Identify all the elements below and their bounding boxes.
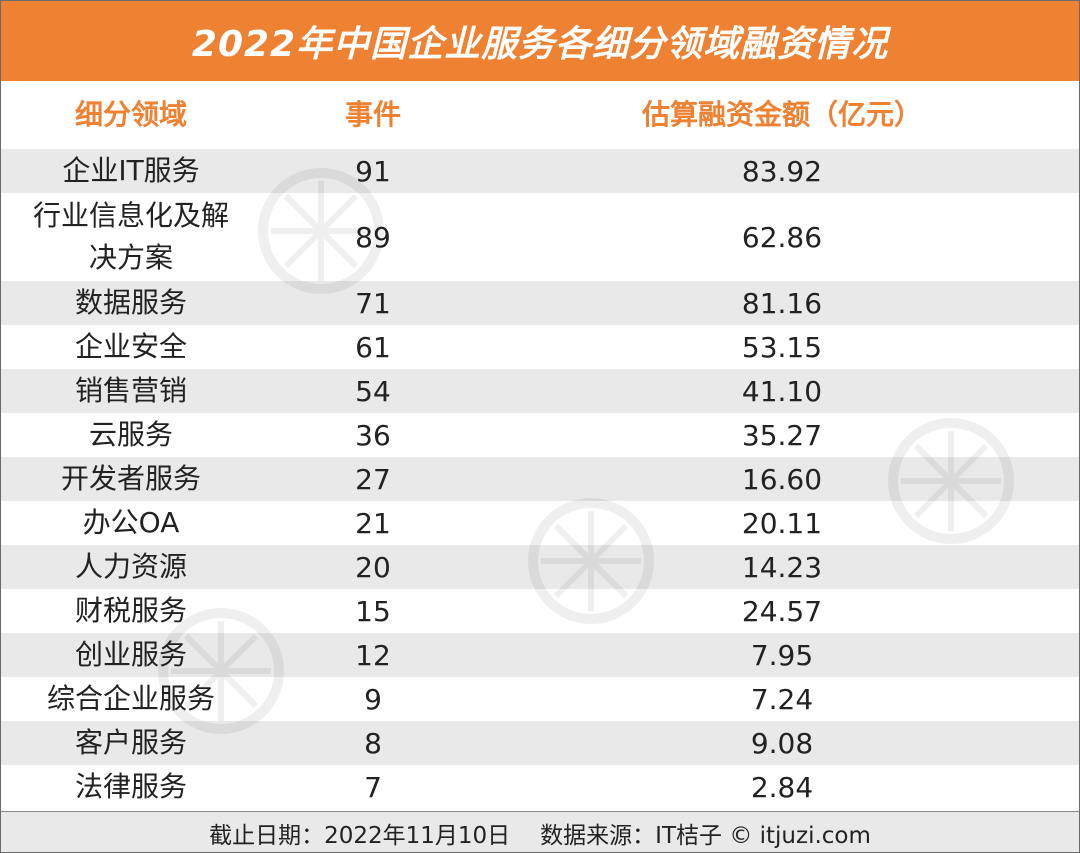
cell-sector: 企业IT服务 (62, 154, 200, 187)
cell-amount: 7.24 (750, 682, 814, 716)
cell-events: 54 (355, 374, 391, 408)
cell-amount: 16.60 (741, 462, 823, 496)
cell-sector: 销售营销 (74, 374, 187, 407)
cell-amount: 7.95 (750, 638, 814, 672)
cell-amount: 14.23 (741, 550, 823, 584)
cell-sector: 创业服务 (74, 638, 187, 671)
table-row: 财税服务 15 24.57 (1, 589, 1079, 633)
footer-source: 数据来源：IT桔子 © itjuzi.com (540, 822, 871, 849)
header-sector: 细分领域 (74, 98, 187, 131)
cell-amount: 9.08 (750, 726, 814, 760)
cell-amount: 41.10 (741, 374, 823, 408)
header-amount: 估算融资金额（亿元） (641, 98, 922, 131)
cell-events: 8 (364, 726, 382, 760)
cell-sector: 办公OA (82, 506, 180, 539)
cell-sector: 企业安全 (74, 330, 187, 363)
cell-events: 91 (355, 154, 391, 188)
cell-events: 15 (355, 594, 391, 628)
table-row: 法律服务 7 2.84 (1, 765, 1079, 809)
footer-date: 截止日期：2022年11月10日 (209, 822, 511, 849)
cell-events: 27 (355, 462, 391, 496)
table-title: 2022年中国企业服务各细分领域融资情况 (1, 1, 1079, 81)
cell-events: 9 (364, 682, 382, 716)
cell-amount: 2.84 (750, 770, 814, 804)
table-row: 数据服务 71 81.16 (1, 281, 1079, 325)
cell-amount: 24.57 (741, 594, 823, 628)
cell-events: 61 (355, 330, 391, 364)
table-row: 销售营销 54 41.10 (1, 369, 1079, 413)
table-row: 办公OA 21 20.11 (1, 501, 1079, 545)
table-footer: 截止日期：2022年11月10日 数据来源：IT桔子 © itjuzi.com (1, 811, 1079, 852)
cell-events: 71 (355, 286, 391, 320)
header-events: 事件 (344, 98, 401, 131)
table-body: 企业IT服务 91 83.92 行业信息化及解 决方案 89 62.86 数据服务 71 81.1… (1, 149, 1079, 809)
cell-sector: 数据服务 (74, 286, 187, 319)
cell-sector: 综合企业服务 (46, 682, 215, 715)
cell-events: 21 (355, 506, 391, 540)
table-row: 企业安全 61 53.15 (1, 325, 1079, 369)
cell-sector: 开发者服务 (60, 462, 201, 495)
cell-sector: 财税服务 (74, 594, 187, 627)
cell-events: 12 (355, 638, 391, 672)
cell-amount: 81.16 (741, 286, 823, 320)
cell-amount: 53.15 (741, 330, 823, 364)
cell-amount: 83.92 (741, 154, 823, 188)
table-row: 人力资源 20 14.23 (1, 545, 1079, 589)
cell-amount: 62.86 (741, 220, 823, 254)
cell-events: 89 (355, 220, 391, 254)
cell-sector: 人力资源 (74, 550, 187, 583)
table-row: 创业服务 12 7.95 (1, 633, 1079, 677)
table-row: 综合企业服务 9 7.24 (1, 677, 1079, 721)
table-row: 云服务 36 35.27 (1, 413, 1079, 457)
cell-events: 36 (355, 418, 391, 452)
cell-sector: 行业信息化及解 决方案 (32, 199, 229, 274)
cell-events: 20 (355, 550, 391, 584)
cell-amount: 20.11 (741, 506, 823, 540)
table-row: 行业信息化及解 决方案 89 62.86 (1, 193, 1079, 281)
table-row: 开发者服务 27 16.60 (1, 457, 1079, 501)
cell-amount: 35.27 (741, 418, 823, 452)
cell-events: 7 (364, 770, 382, 804)
table-header: 细分领域 事件 估算融资金额（亿元） (1, 81, 1079, 149)
table-row: 客户服务 8 9.08 (1, 721, 1079, 765)
cell-sector: 客户服务 (74, 726, 187, 759)
table-row: 企业IT服务 91 83.92 (1, 149, 1079, 193)
cell-sector: 云服务 (88, 418, 173, 451)
cell-sector: 法律服务 (74, 770, 187, 803)
